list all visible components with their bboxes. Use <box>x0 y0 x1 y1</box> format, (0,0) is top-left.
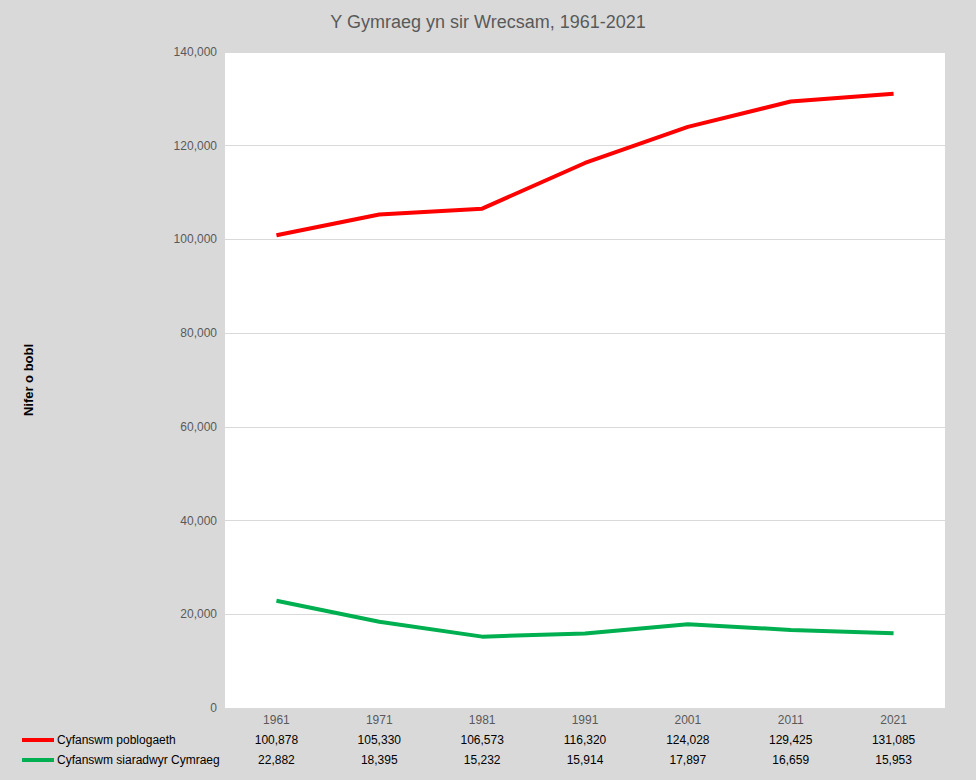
svg-text:1991: 1991 <box>572 713 599 727</box>
svg-text:22,882: 22,882 <box>258 753 295 767</box>
svg-text:2011: 2011 <box>778 713 804 727</box>
svg-text:100,878: 100,878 <box>255 733 299 747</box>
svg-text:Y Gymraeg yn sir Wrecsam, 1961: Y Gymraeg yn sir Wrecsam, 1961-2021 <box>330 12 645 32</box>
svg-text:60,000: 60,000 <box>180 420 217 434</box>
svg-text:2021: 2021 <box>880 713 907 727</box>
svg-text:80,000: 80,000 <box>180 326 217 340</box>
svg-text:1961: 1961 <box>263 713 290 727</box>
svg-text:16,659: 16,659 <box>772 753 809 767</box>
svg-text:0: 0 <box>210 701 217 715</box>
svg-text:17,897: 17,897 <box>670 753 707 767</box>
svg-text:Nifer o bobl: Nifer o bobl <box>21 344 36 416</box>
svg-text:105,330: 105,330 <box>358 733 402 747</box>
svg-text:1971: 1971 <box>366 713 393 727</box>
svg-text:Cyfanswm siaradwyr Cymraeg: Cyfanswm siaradwyr Cymraeg <box>57 753 220 767</box>
svg-text:129,425: 129,425 <box>769 733 813 747</box>
svg-text:116,320: 116,320 <box>564 733 607 747</box>
svg-text:1981: 1981 <box>469 713 496 727</box>
svg-text:Cyfanswm poblogaeth: Cyfanswm poblogaeth <box>57 733 176 747</box>
svg-text:40,000: 40,000 <box>180 514 217 528</box>
svg-text:131,085: 131,085 <box>872 733 916 747</box>
svg-text:124,028: 124,028 <box>666 733 710 747</box>
svg-text:2001: 2001 <box>675 713 702 727</box>
svg-text:15,232: 15,232 <box>464 753 501 767</box>
svg-text:100,000: 100,000 <box>174 232 218 246</box>
svg-text:140,000: 140,000 <box>174 45 218 59</box>
svg-text:120,000: 120,000 <box>174 139 218 153</box>
svg-text:15,953: 15,953 <box>875 753 912 767</box>
svg-text:18,395: 18,395 <box>361 753 398 767</box>
svg-text:106,573: 106,573 <box>460 733 504 747</box>
svg-text:15,914: 15,914 <box>567 753 604 767</box>
svg-text:20,000: 20,000 <box>180 607 217 621</box>
